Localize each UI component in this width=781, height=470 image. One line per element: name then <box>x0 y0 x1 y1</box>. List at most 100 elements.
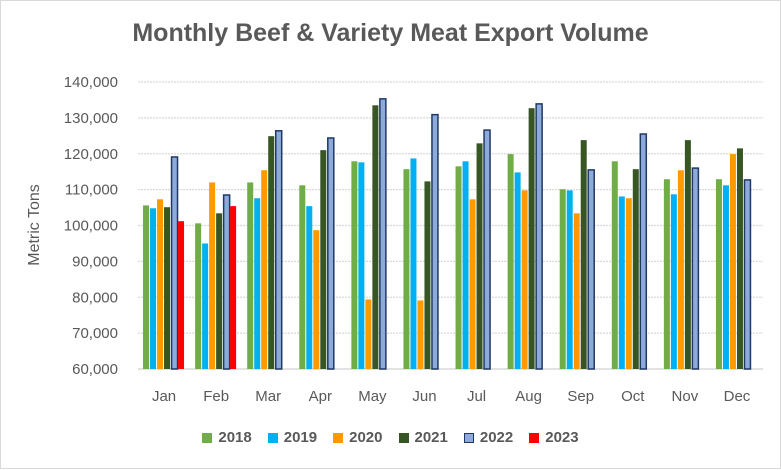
legend-swatch <box>202 432 213 443</box>
bar-2020-Oct <box>625 198 632 369</box>
x-tick-label: Feb <box>203 388 229 405</box>
bar-2021-Feb <box>216 213 223 369</box>
legend-item-2021: 2021 <box>398 429 448 446</box>
y-tick-label: 80,000 <box>72 289 118 306</box>
bar-2021-Jul <box>476 143 483 369</box>
x-tick-label: Jan <box>152 388 176 405</box>
bar-2018-Sep <box>559 189 566 369</box>
x-tick-label: Nov <box>672 388 699 405</box>
bar-2018-Jan <box>143 205 150 369</box>
bar-2023-Jan <box>178 221 185 369</box>
bar-2018-Dec <box>715 179 722 369</box>
bar-2018-Jun <box>403 169 410 369</box>
bar-2022-Feb <box>222 194 231 370</box>
y-tick-label: 120,000 <box>64 146 118 163</box>
bar-2022-Jan <box>170 156 179 370</box>
bar-2021-Apr <box>320 150 327 369</box>
legend-swatch <box>529 432 540 443</box>
bar-2021-Dec <box>736 148 743 369</box>
bar-2020-Apr <box>313 230 320 369</box>
bar-2019-Jun <box>410 158 417 369</box>
y-tick-label: 70,000 <box>72 325 118 342</box>
legend-item-2022: 2022 <box>463 429 514 446</box>
bar-2020-Jan <box>157 199 164 369</box>
chart-title: Monthly Beef & Variety Meat Export Volum… <box>132 19 649 47</box>
bar-2019-Aug <box>514 172 521 369</box>
legend-item-2019: 2019 <box>267 429 318 446</box>
bar-2021-May <box>372 105 379 369</box>
bar-2021-Nov <box>684 140 691 369</box>
legend-swatch <box>398 432 409 443</box>
x-tick-label: Jun <box>412 388 436 405</box>
bar-2020-Mar <box>261 170 268 369</box>
bar-2022-Nov <box>691 167 700 370</box>
y-tick-label: 100,000 <box>64 218 118 235</box>
x-tick-label: May <box>358 388 387 405</box>
legend-label: 2019 <box>283 429 318 446</box>
bar-2020-Aug <box>521 190 528 369</box>
bar-2019-Oct <box>618 196 625 369</box>
bar-2022-Aug <box>535 103 543 370</box>
legend: 2018 2019 2020 2021 2022 2023 <box>1 429 780 446</box>
legend-item-2018: 2018 <box>202 429 252 446</box>
bar-2020-Feb <box>209 182 216 369</box>
bar-2021-Sep <box>580 140 587 369</box>
bar-2018-Apr <box>299 185 306 369</box>
bar-2019-Jul <box>462 161 469 369</box>
legend-label: 2022 <box>479 429 514 446</box>
bar-2021-Aug <box>528 108 535 369</box>
legend-swatch <box>267 432 278 443</box>
y-tick-label: 130,000 <box>64 110 118 127</box>
bar-2019-Mar <box>254 198 261 369</box>
bar-2018-Aug <box>507 154 514 369</box>
bar-2022-Apr <box>327 137 335 370</box>
y-tick-label: 140,000 <box>64 74 118 91</box>
bar-2020-Jul <box>469 199 476 369</box>
legend-label: 2020 <box>349 429 383 446</box>
y-tick-label: 60,000 <box>72 361 118 378</box>
legend-item-2020: 2020 <box>333 429 383 446</box>
bar-2019-Dec <box>722 185 729 369</box>
bar-2021-Oct <box>632 169 639 369</box>
bar-2019-Nov <box>670 194 677 369</box>
bar-2018-Oct <box>611 161 618 369</box>
bar-2018-May <box>351 161 358 369</box>
bar-2020-Nov <box>677 170 684 369</box>
legend-swatch <box>463 432 474 443</box>
bar-2019-May <box>358 162 365 369</box>
y-tick-label: 110,000 <box>65 182 118 199</box>
bar-2020-Jun <box>417 300 424 369</box>
bar-2021-Jun <box>424 181 431 369</box>
bar-2022-Sep <box>587 169 595 370</box>
bar-2022-Jun <box>431 113 439 370</box>
x-tick-label: Mar <box>255 388 281 405</box>
x-tick-label: Sep <box>567 388 594 405</box>
legend-label: 2023 <box>545 429 579 446</box>
legend-swatch <box>333 432 344 443</box>
bar-2022-May <box>379 98 387 370</box>
x-tick-label: Aug <box>515 388 542 405</box>
x-tick-label: Oct <box>621 388 645 405</box>
bar-2019-Jan <box>150 208 157 369</box>
bar-2018-Jul <box>455 166 462 369</box>
bar-2021-Mar <box>268 136 275 369</box>
bar-2020-Dec <box>729 154 736 369</box>
bar-2021-Jan <box>164 207 171 369</box>
bar-2022-Jul <box>483 129 491 370</box>
x-tick-label: Apr <box>309 388 332 405</box>
bar-2020-May <box>365 299 372 369</box>
x-tick-label: Jul <box>467 388 486 405</box>
bar-2022-Mar <box>274 130 283 370</box>
bar-2019-Apr <box>306 206 313 369</box>
bar-2018-Nov <box>663 179 670 369</box>
bar-2019-Sep <box>566 190 573 369</box>
legend-label: 2021 <box>414 429 448 446</box>
legend-item-2023: 2023 <box>529 429 579 446</box>
bar-2019-Feb <box>202 243 209 369</box>
bar-2023-Feb <box>230 206 237 369</box>
bar-2018-Feb <box>195 223 202 369</box>
legend-label: 2018 <box>218 429 252 446</box>
x-tick-label: Dec <box>724 388 751 405</box>
